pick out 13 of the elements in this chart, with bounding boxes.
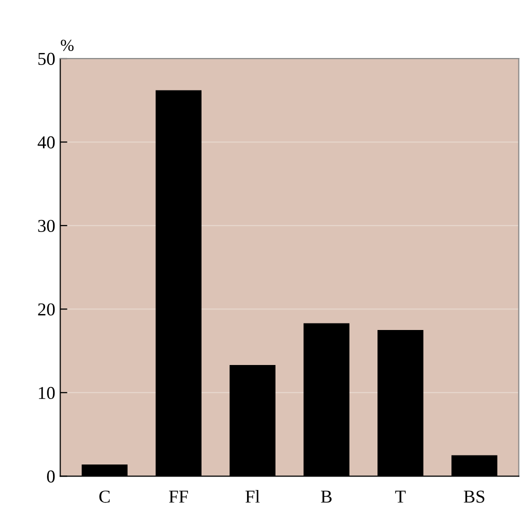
y-tick-label: 30 [38, 220, 55, 232]
x-tick-label: Fl [246, 490, 260, 503]
x-tick-label: BS [464, 490, 484, 503]
y-axis-title: % [60, 40, 74, 52]
y-tick-label: 40 [38, 136, 55, 148]
x-tick-label: FF [169, 490, 188, 503]
y-tick-label: 20 [38, 303, 55, 316]
y-tick-label: 10 [38, 386, 55, 400]
y-tick-label: 0 [47, 470, 55, 483]
x-tick-label: C [99, 490, 110, 503]
y-tick-label: 50 [38, 52, 55, 65]
x-tick-label: B [320, 490, 332, 503]
x-tick-label: T [395, 490, 406, 503]
